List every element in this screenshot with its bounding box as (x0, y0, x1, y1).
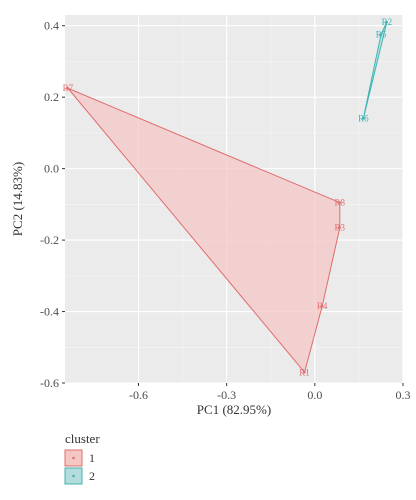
point-label-R6: R6 (358, 114, 369, 124)
y-tick-label: 0.2 (44, 90, 59, 104)
legend-title: cluster (65, 431, 100, 446)
cluster-2-point (362, 117, 365, 120)
y-tick-label: -0.2 (40, 233, 59, 247)
x-axis-ticks: -0.6 -0.3 0.0 0.3 (129, 383, 411, 402)
point-label-R8: R8 (335, 198, 346, 208)
cluster-2-hull (362, 21, 388, 119)
cluster-1-point (320, 304, 324, 308)
cluster-1-point (338, 226, 342, 229)
legend-label-2: 2 (89, 469, 95, 483)
x-tick-label: 0.0 (307, 388, 322, 402)
legend-label-1: 1 (89, 451, 95, 465)
cluster-1-point (338, 201, 342, 204)
cluster-2-point (379, 33, 383, 36)
point-label-R4: R4 (317, 301, 328, 311)
point-label-R7: R7 (63, 83, 74, 93)
y-tick-label: 0.0 (44, 162, 59, 176)
x-tick-label: -0.6 (129, 388, 148, 402)
legend: cluster 12 (64, 431, 100, 485)
point-label-R1: R1 (299, 367, 310, 377)
point-label-R2: R2 (382, 17, 393, 27)
cluster-1-point (66, 87, 70, 90)
y-axis-title: PC2 (14.83%) (10, 162, 25, 236)
cluster-1-point (303, 371, 306, 374)
y-tick-label: -0.6 (40, 376, 59, 390)
data-points (66, 20, 389, 374)
legend-key-dot-2 (72, 474, 75, 478)
point-label-R5: R5 (376, 30, 387, 40)
y-tick-label: 0.4 (44, 19, 59, 33)
legend-entries: 12 (64, 449, 95, 485)
cluster-2-point (385, 20, 389, 24)
y-axis-ticks: -0.6 -0.4 -0.2 0.0 0.2 0.4 (40, 19, 65, 390)
x-tick-label: 0.3 (396, 388, 411, 402)
point-labels: R7 R8 R3 R4 R1 R2 R5 R6 (63, 17, 392, 377)
cluster-1-hull (67, 87, 341, 374)
legend-key-dot-1 (72, 456, 75, 460)
point-label-R3: R3 (335, 223, 346, 233)
y-tick-label: -0.4 (40, 305, 59, 319)
x-axis-title: PC1 (82.95%) (197, 402, 271, 417)
x-tick-label: -0.3 (217, 388, 236, 402)
cluster-hulls (67, 21, 388, 374)
